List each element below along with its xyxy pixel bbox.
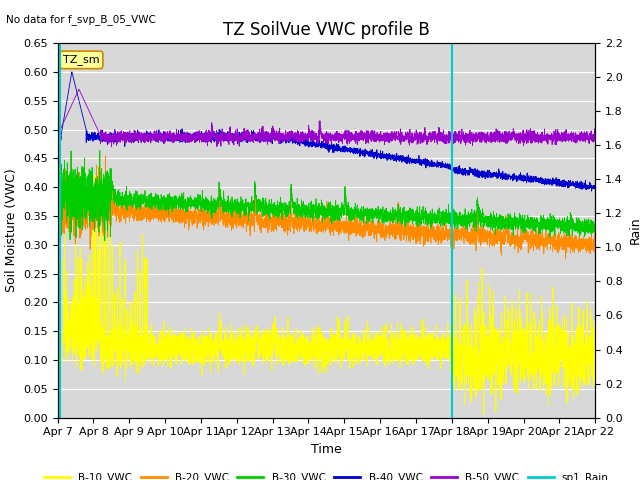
Y-axis label: Soil Moisture (VWC): Soil Moisture (VWC) <box>4 168 17 292</box>
Y-axis label: Rain: Rain <box>628 216 640 244</box>
Text: TZ_sm: TZ_sm <box>63 54 100 65</box>
Title: TZ SoilVue VWC profile B: TZ SoilVue VWC profile B <box>223 21 430 39</box>
Text: No data for f_svp_B_05_VWC: No data for f_svp_B_05_VWC <box>6 14 156 25</box>
Legend: B-10_VWC, B-20_VWC, B-30_VWC, B-40_VWC, B-50_VWC, sp1_Rain: B-10_VWC, B-20_VWC, B-30_VWC, B-40_VWC, … <box>40 468 613 480</box>
X-axis label: Time: Time <box>311 443 342 456</box>
